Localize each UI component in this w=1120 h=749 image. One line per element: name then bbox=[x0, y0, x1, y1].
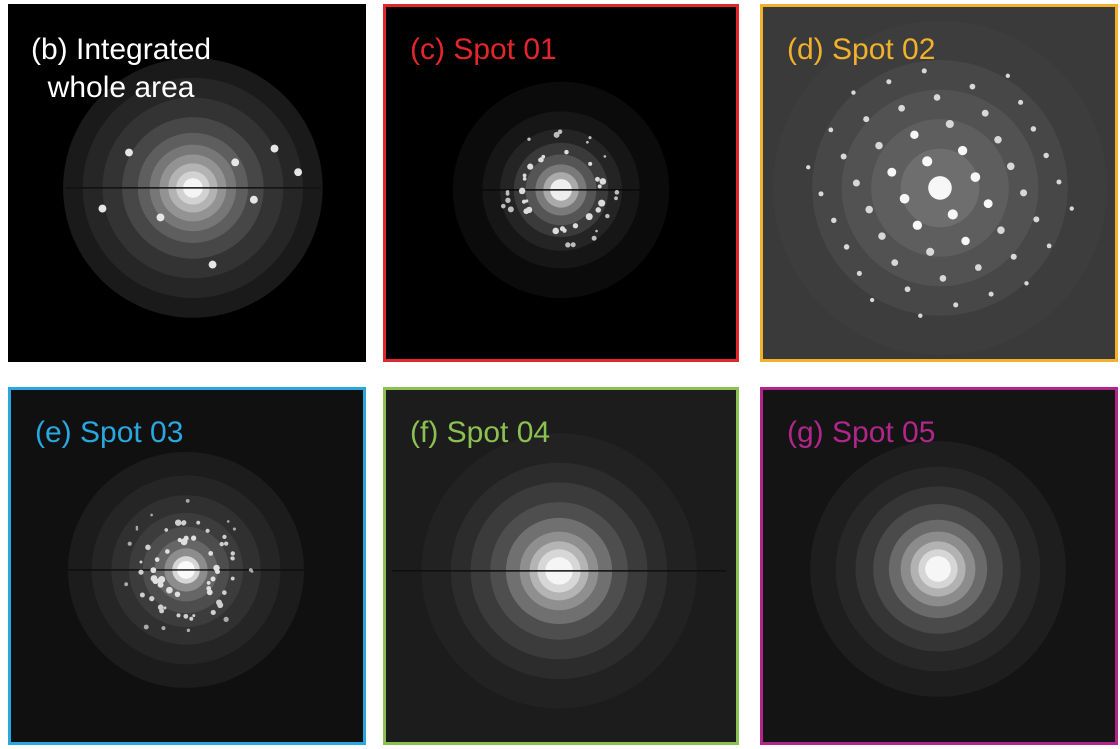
diffraction-pattern-d bbox=[772, 20, 1108, 356]
diffraction-pattern-g bbox=[810, 441, 1066, 697]
panel-g-spot-05: (g) Spot 05 bbox=[760, 387, 1118, 745]
panel-f-label: (f) Spot 04 bbox=[410, 416, 551, 449]
diffraction-pattern-e bbox=[68, 451, 305, 688]
diffraction-pattern-f bbox=[391, 433, 727, 709]
panel-d-label: (d) Spot 02 bbox=[787, 33, 936, 66]
panel-f-spot-04: (f) Spot 04 bbox=[383, 387, 739, 745]
panel-b-label: (b) Integrated whole area bbox=[31, 33, 212, 104]
diffraction-pattern-c bbox=[452, 81, 670, 299]
panel-e-label: (e) Spot 03 bbox=[35, 416, 184, 449]
panel-b-integrated-whole-area: (b) Integrated whole area bbox=[8, 4, 366, 362]
panel-c-spot-01: (c) Spot 01 bbox=[383, 4, 739, 362]
panel-e-spot-03: (e) Spot 03 bbox=[8, 387, 366, 745]
panel-d-spot-02: (d) Spot 02 bbox=[760, 4, 1118, 362]
panel-g-label: (g) Spot 05 bbox=[787, 416, 936, 449]
diffraction-pattern-b bbox=[63, 58, 323, 318]
panel-c-label: (c) Spot 01 bbox=[410, 33, 557, 66]
